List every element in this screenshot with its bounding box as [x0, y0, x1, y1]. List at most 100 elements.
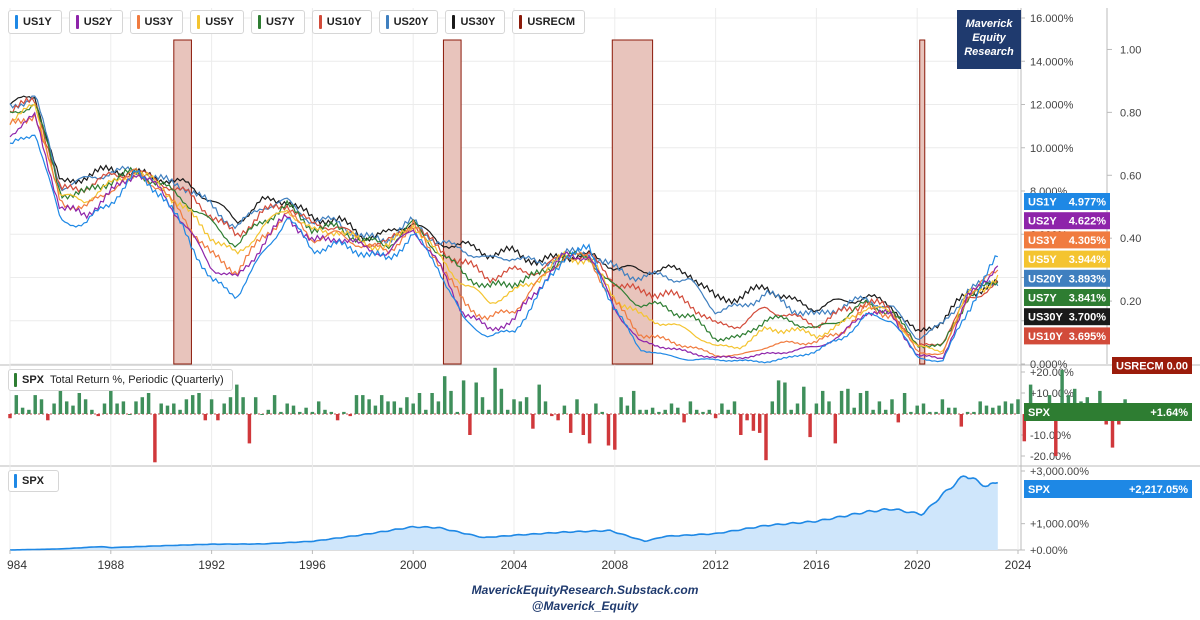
returns-panel-subtitle: Total Return %, Periodic (Quarterly) [50, 374, 224, 386]
return-bar [354, 395, 359, 414]
return-bar [600, 411, 604, 414]
return-bar [493, 367, 497, 414]
return-bar [46, 414, 50, 421]
badge-value: 3.944% [1069, 254, 1107, 266]
legend-item-us5y[interactable]: US5Y [190, 10, 244, 34]
legend-swatch [452, 15, 456, 29]
return-bar [789, 409, 793, 414]
spx-swatch [14, 474, 17, 488]
y2-tick-label: 0.40 [1120, 233, 1141, 245]
return-bar [613, 414, 617, 450]
legend-item-usrecm[interactable]: USRECM [512, 10, 585, 34]
series-line-us5y [9, 102, 999, 353]
return-bar [802, 386, 806, 414]
return-bar [279, 411, 283, 414]
return-bar [619, 397, 623, 414]
return-bar [896, 414, 901, 423]
y-tick-label: 16.000% [1030, 13, 1074, 25]
return-bar [984, 405, 989, 414]
return-bar [543, 401, 548, 414]
return-bar [398, 407, 403, 414]
return-bar [178, 409, 182, 414]
legend-label: US10Y [326, 16, 362, 28]
x-tick-label: 2000 [400, 558, 427, 572]
return-bar [764, 414, 768, 461]
last-value-badge-us20y: US20Y 3.893% [1024, 269, 1110, 287]
return-bar [27, 409, 31, 414]
return-bar [877, 401, 882, 414]
return-bar [745, 414, 749, 421]
return-bar [424, 409, 428, 414]
return-bar [852, 407, 856, 414]
return-bar [310, 411, 315, 414]
legend-swatch [75, 15, 79, 29]
return-bar [524, 397, 529, 414]
return-bar [127, 414, 132, 415]
return-bar [480, 397, 485, 414]
y-tick-label: -20.00% [1030, 451, 1071, 463]
return-bar [468, 414, 472, 435]
return-bar [379, 395, 384, 414]
badge-label: USRECM [1116, 361, 1164, 373]
series-legend: US1Y US2Y US3Y US5Y US7Y US10Y US20Y US30Y USREC… [8, 10, 585, 34]
last-value-badge-us1y: US1Y 4.977% [1024, 193, 1110, 210]
legend-item-us1y[interactable]: US1Y [8, 10, 62, 34]
return-bar [676, 407, 680, 414]
return-bar [991, 407, 995, 414]
series-line-us7y [9, 104, 999, 349]
legend-label: US1Y [23, 16, 52, 28]
badge-value: 4.305% [1069, 235, 1107, 247]
return-bar [713, 414, 718, 419]
return-bar [1016, 399, 1020, 414]
return-bar [751, 414, 756, 431]
legend-item-us20y[interactable]: US20Y [378, 10, 439, 34]
return-bar [978, 401, 982, 414]
return-bar [940, 399, 945, 414]
legend-item-us7y[interactable]: US7Y [251, 10, 305, 34]
return-bar [928, 411, 932, 414]
last-value-badge-us30y: US30Y 3.700% [1024, 308, 1110, 326]
return-bar [562, 405, 567, 414]
return-bar [915, 405, 919, 414]
return-bar [808, 414, 812, 438]
return-bar [405, 397, 409, 414]
y-tick-label: 0.000% [1030, 359, 1068, 371]
badge-label: US2Y [1028, 216, 1057, 228]
return-bar [203, 414, 208, 421]
last-value-badge-spx-return: SPX +1.64% [1024, 403, 1192, 421]
legend-swatch [385, 15, 389, 29]
return-bar [298, 411, 302, 414]
return-bar [436, 401, 441, 414]
badge-bg [1024, 269, 1110, 287]
return-bar [499, 388, 504, 414]
returns-panel-title: SPX [22, 374, 45, 386]
badge-bg [1024, 403, 1192, 421]
legend-item-us10y[interactable]: US10Y [311, 10, 372, 34]
return-bar [1098, 390, 1102, 414]
badge-bg [1024, 250, 1110, 268]
y-tick-label: +0.00% [1030, 545, 1068, 557]
return-bar [650, 407, 655, 414]
return-bar [1110, 414, 1115, 448]
legend-swatch [15, 15, 18, 29]
return-bar [657, 411, 661, 414]
return-bar [518, 401, 523, 414]
y-tick-label: 10.000% [1030, 143, 1074, 155]
x-tick-label: 2016 [803, 558, 830, 572]
return-bar [291, 405, 296, 414]
return-bar [14, 395, 19, 414]
footer-url: MaverickEquityResearch.Substack.com [471, 583, 699, 597]
legend-item-us30y[interactable]: US30Y [445, 10, 506, 34]
spx-area-fill [10, 476, 998, 550]
brand-line-1: Maverick [965, 18, 1013, 30]
legend-item-us2y[interactable]: US2Y [68, 10, 123, 34]
last-value-badge-us5y: US5Y 3.944% [1024, 250, 1110, 268]
spx-panel-title: SPX [22, 475, 45, 487]
legend-swatch [136, 15, 140, 29]
badge-value: 3.700% [1069, 312, 1107, 324]
badge-label: US3Y [1028, 235, 1057, 247]
y2-tick-label: 1.00 [1120, 44, 1141, 56]
return-bar [890, 399, 894, 414]
legend-item-us3y[interactable]: US3Y [129, 10, 184, 34]
return-bar [146, 393, 151, 414]
